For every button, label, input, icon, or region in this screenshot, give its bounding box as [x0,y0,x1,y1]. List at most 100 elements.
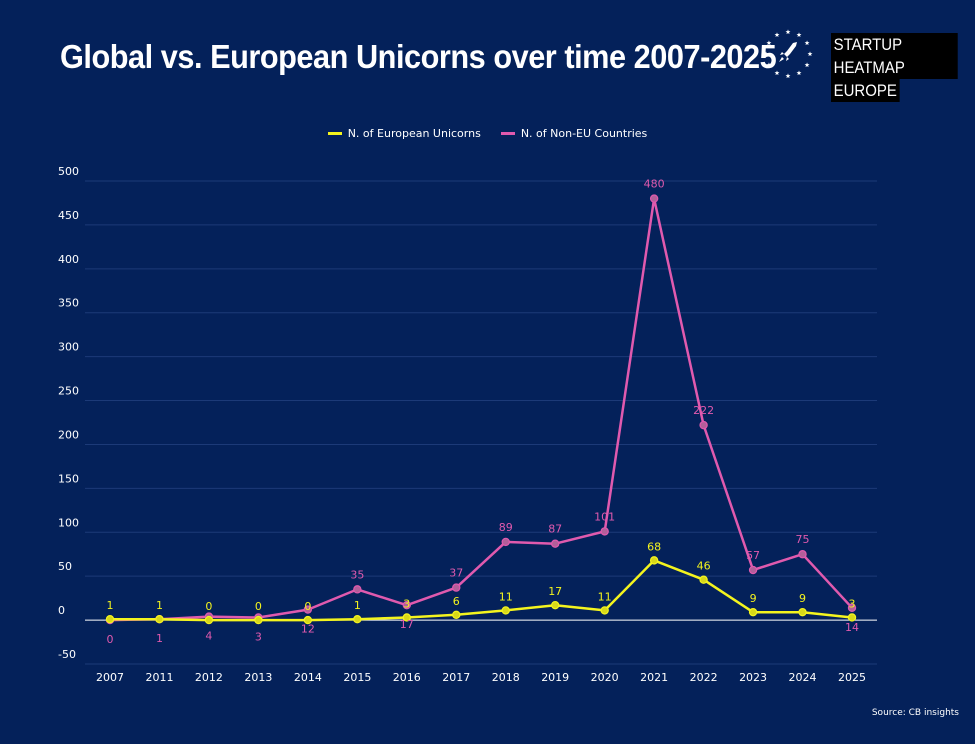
data-point-european [600,606,609,615]
data-point-european [798,607,807,617]
x-tick-label: 2023 [739,671,767,684]
data-point-european [303,615,313,625]
y-tick-label: 0 [58,604,65,617]
data-label-non-eu: 0 [107,633,114,646]
x-tick-label: 2011 [145,671,173,684]
data-point-european [353,615,362,624]
brand-logo-text: STARTUP HEATMAP EUROPE [831,33,958,102]
y-tick-label: 500 [58,165,79,178]
x-tick-label: 2018 [492,671,520,684]
legend-label-non-eu: N. of Non-EU Countries [520,127,648,140]
data-point-european [748,607,758,617]
data-label-european: 11 [499,590,513,603]
data-point-non-eu [798,550,807,559]
x-tick-label: 2015 [343,671,371,684]
data-label-european: 3 [403,597,410,610]
data-label-non-eu: 89 [499,521,513,534]
brand-line-1: STARTUP HEATMAP [831,33,958,79]
data-point-european [649,556,659,565]
data-label-non-eu: 1 [156,632,163,645]
y-tick-label: 150 [58,472,79,485]
data-label-european: 6 [453,595,460,608]
data-label-non-eu: 17 [400,618,414,631]
data-label-non-eu: 87 [548,523,562,536]
data-point-non-eu [699,420,708,430]
x-tick-label: 2021 [640,671,668,684]
data-label-european: 0 [304,600,311,613]
legend-label-european: N. of European Unicorns [347,127,481,140]
legend-swatch-european [327,132,342,135]
x-tick-label: 2024 [789,671,817,684]
x-tick-label: 2007 [96,671,124,684]
data-point-european [204,615,214,625]
data-point-non-eu [402,600,411,610]
data-point-european [254,615,263,625]
data-label-non-eu: 4 [205,630,212,643]
y-tick-label: 300 [58,341,79,354]
data-point-non-eu [551,539,560,548]
data-point-european [551,600,560,610]
data-label-european: 1 [107,599,114,612]
data-point-non-eu [353,585,362,594]
data-label-non-eu: 12 [301,623,315,636]
brand-line-2: EUROPE [831,79,900,102]
data-label-non-eu: 101 [594,510,615,523]
data-point-non-eu [847,603,857,612]
x-tick-label: 2017 [442,671,470,684]
x-tick-label: 2025 [838,671,866,684]
source-note: Source: CB insights [871,708,959,718]
data-point-non-eu [649,194,659,203]
series-line-european [110,559,853,622]
data-point-non-eu [303,605,313,614]
data-label-european: 1 [156,599,163,612]
data-label-european: 17 [548,585,562,598]
rocket-stars-icon [763,29,813,79]
chart-legend: N. of European Unicorns N. of Non-EU Cou… [0,127,975,140]
data-label-european: 1 [354,599,361,612]
x-tick-label: 2016 [393,671,421,684]
data-point-european [105,615,115,624]
legend-swatch-non-eu [500,132,515,135]
data-label-non-eu: 57 [746,549,760,562]
legend-item-european: N. of European Unicorns [327,127,481,140]
x-tick-label: 2019 [541,671,569,684]
data-label-european: 0 [255,600,262,613]
chart-title: Global vs. European Unicorns over time 2… [60,38,777,75]
y-tick-label: 450 [58,209,79,222]
y-tick-label: 250 [58,385,79,398]
x-tick-label: 2013 [244,671,272,684]
data-label-non-eu: 75 [796,533,810,546]
data-label-non-eu: 222 [693,404,714,417]
y-tick-label: 50 [58,560,72,573]
data-label-european: 46 [697,560,711,573]
data-label-european: 9 [750,592,757,605]
data-label-european: 9 [799,592,806,605]
data-point-european [699,575,708,584]
data-point-non-eu [452,583,461,592]
data-label-european: 3 [849,597,856,610]
data-point-european [847,613,857,622]
data-label-european: 68 [647,540,661,553]
data-label-european: 0 [205,600,212,613]
data-label-non-eu: 3 [255,630,262,643]
x-tick-label: 2020 [591,671,619,684]
series-line-non-eu [109,197,853,622]
data-label-european: 11 [598,590,612,603]
legend-item-non-eu: N. of Non-EU Countries [500,127,648,140]
x-tick-label: 2022 [690,671,718,684]
x-tick-label: 2012 [195,671,223,684]
data-point-european [501,606,510,615]
data-label-non-eu: 480 [644,178,665,191]
y-tick-label: 100 [58,516,79,529]
y-tick-label: 400 [58,253,79,266]
data-label-non-eu: 37 [449,567,463,580]
y-tick-label: -50 [58,648,76,661]
data-point-european [452,610,461,620]
data-label-non-eu: 14 [845,621,859,634]
y-tick-label: 350 [58,297,79,310]
data-point-non-eu [748,565,758,575]
data-point-european [155,615,164,624]
y-tick-label: 200 [58,428,79,441]
x-tick-label: 2014 [294,671,322,684]
